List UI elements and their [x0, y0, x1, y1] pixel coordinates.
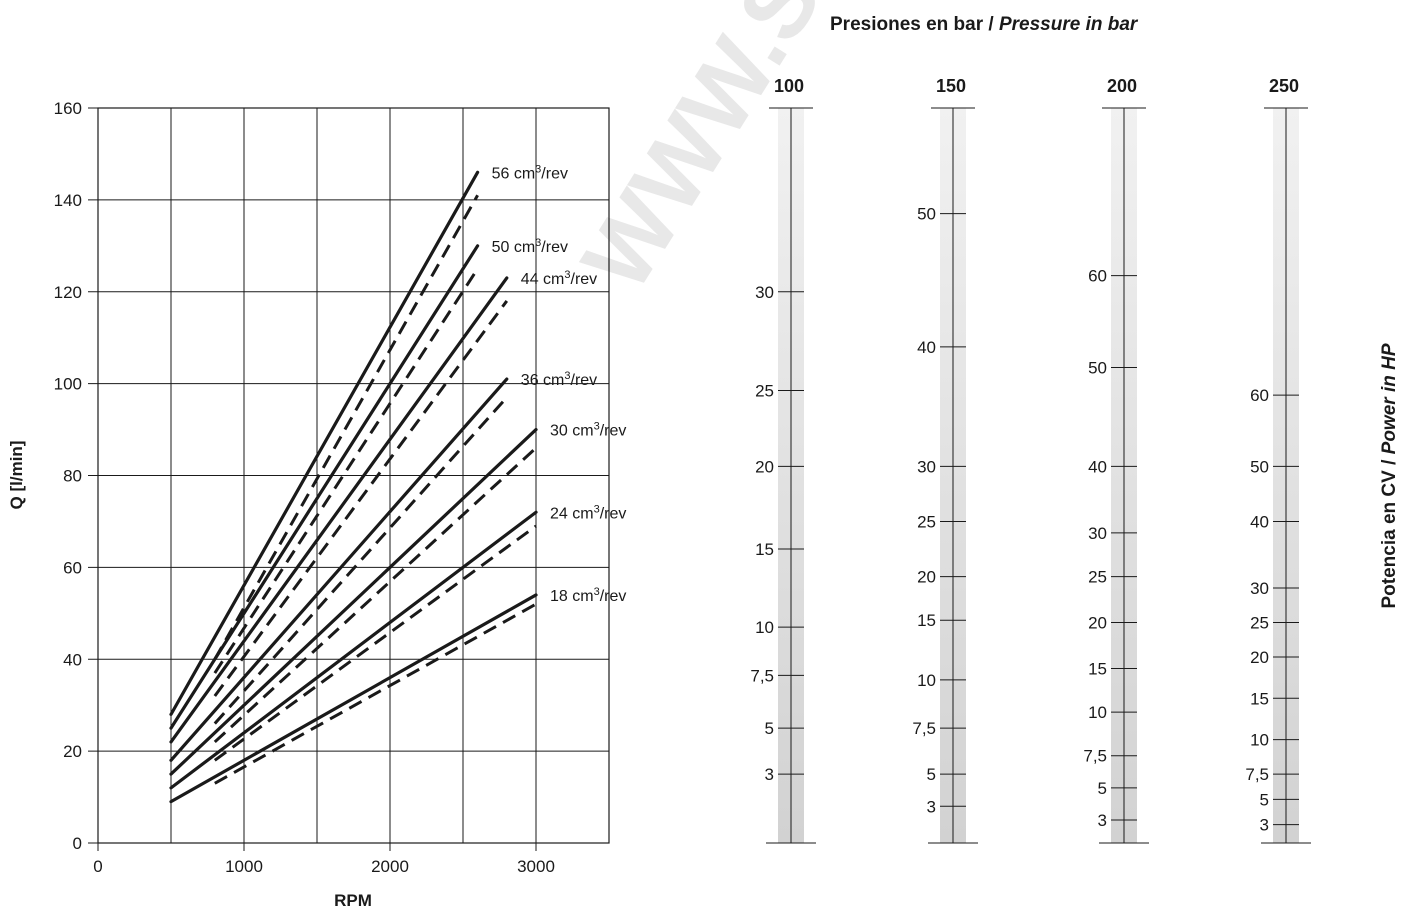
scale-tick-label: 7,5: [912, 719, 936, 738]
scale-tick-label: 20: [755, 457, 774, 476]
scale-tick-label: 10: [1088, 703, 1107, 722]
pressure-header: Presiones en bar / Pressure in bar: [830, 14, 1139, 35]
pressure-scale-100: 100 30 25 20 15 10 7,5 5 3: [750, 76, 816, 844]
y-tick-label: 40: [63, 650, 82, 669]
series-line-dashed: [213, 396, 508, 725]
series-line-dashed: [213, 267, 479, 674]
y-tick-label: 20: [63, 742, 82, 761]
series-line-dashed: [213, 300, 509, 697]
series-line-solid: [169, 276, 509, 744]
y-tick-label: 100: [54, 375, 82, 394]
series-label: 24 cm3/rev: [550, 503, 626, 522]
series-line-dashed: [213, 194, 479, 660]
x-tick-label: 0: [93, 857, 102, 876]
series-line-solid: [169, 377, 509, 762]
scale-header: 250: [1269, 76, 1299, 96]
series-line-solid: [169, 244, 480, 730]
scale-tick-label: 3: [1098, 811, 1107, 830]
scale-tick-label: 50: [917, 205, 936, 224]
series-line-dashed: [214, 602, 537, 785]
scale-tick-label: 7,5: [750, 666, 774, 685]
series-line-solid: [169, 427, 538, 776]
x-axis-title: RPM: [334, 891, 372, 909]
series-label: 56 cm3/rev: [492, 163, 568, 182]
y-tick-label: 0: [73, 834, 82, 853]
series-label: 30 cm3/rev: [550, 421, 626, 440]
scale-tick-label: 3: [927, 797, 936, 816]
y-tick-label: 140: [54, 191, 82, 210]
x-tick-label: 2000: [371, 857, 409, 876]
pressure-scale-200: 200 60 50 40 30 25 20 15 10 7,5 5 3: [1083, 76, 1149, 844]
series-line-dashed: [213, 524, 537, 762]
scale-header: 150: [936, 76, 966, 96]
scale-tick-label: 10: [917, 671, 936, 690]
scale-tick-label: 10: [1250, 731, 1269, 750]
scale-tick-label: 15: [917, 611, 936, 630]
x-tick-label: 1000: [225, 857, 263, 876]
scale-tick-label: 15: [1250, 689, 1269, 708]
series-line-solid: [169, 593, 538, 804]
x-tick-label: 3000: [517, 857, 555, 876]
y-tick-label: 60: [63, 558, 82, 577]
scale-tick-label: 5: [1260, 790, 1269, 809]
scale-tick-label: 5: [927, 765, 936, 784]
scale-tick-label: 30: [1250, 579, 1269, 598]
scale-tick-label: 7,5: [1083, 747, 1107, 766]
scale-header: 100: [774, 76, 804, 96]
scale-tick-label: 50: [1250, 457, 1269, 476]
scale-tick-label: 30: [917, 457, 936, 476]
scale-tick-label: 20: [917, 568, 936, 587]
series-label: 36 cm3/rev: [521, 370, 597, 389]
scale-tick-label: 50: [1088, 359, 1107, 378]
scale-tick-label: 40: [917, 338, 936, 357]
scale-tick-label: 60: [1088, 267, 1107, 286]
plot-labels: 56 cm3/rev 50 cm3/rev 44 cm3/rev 36 cm3/rev…: [492, 163, 627, 605]
scale-tick-label: 20: [1250, 648, 1269, 667]
scale-tick-label: 25: [917, 512, 936, 531]
y-axis-title: Q [l/min]: [7, 441, 26, 510]
series-line-solid: [169, 170, 480, 716]
scale-tick-label: 3: [765, 765, 774, 784]
scale-tick-label: 3: [1260, 816, 1269, 835]
scale-tick-label: 30: [1088, 524, 1107, 543]
power-axis-label: Potencia en CV / Power in HP: [1379, 343, 1400, 608]
scale-tick-label: 40: [1088, 457, 1107, 476]
scale-tick-label: 5: [765, 719, 774, 738]
scale-tick-label: 25: [1088, 568, 1107, 587]
series-label: 50 cm3/rev: [492, 237, 568, 256]
scale-header: 200: [1107, 76, 1137, 96]
scale-tick-label: 60: [1250, 386, 1269, 405]
scale-tick-label: 25: [1250, 614, 1269, 633]
scale-tick-label: 5: [1098, 779, 1107, 798]
pressure-power-nomogram: Presiones en bar / Pressure in bar Poten…: [750, 14, 1400, 844]
series-line-solid: [169, 510, 538, 790]
series-label: 18 cm3/rev: [550, 586, 626, 605]
scale-tick-label: 7,5: [1245, 765, 1269, 784]
plot-lines: [169, 170, 538, 804]
scale-tick-label: 40: [1250, 512, 1269, 531]
y-tick-label: 80: [63, 467, 82, 486]
y-tick-label: 160: [54, 99, 82, 118]
series-label: 44 cm3/rev: [521, 269, 597, 288]
pressure-scale-250: 250 60 50 40 30 25 20 15 10 7,5 5 3: [1245, 76, 1311, 844]
scale-tick-label: 10: [755, 618, 774, 637]
plot-grid: 0 20 40 60 80 100 120 140 160 0 1000 2000 3000 RPM Q […: [7, 99, 610, 909]
scale-tick-label: 15: [1088, 659, 1107, 678]
series-line-dashed: [213, 446, 538, 744]
y-tick-label: 120: [54, 283, 82, 302]
scale-tick-label: 30: [755, 283, 774, 302]
scale-tick-label: 20: [1088, 614, 1107, 633]
scale-tick-label: 25: [755, 382, 774, 401]
pressure-scale-150: 150 50 40 30 25 20 15 10 7,5 5 3: [912, 76, 978, 844]
scale-tick-label: 15: [755, 540, 774, 559]
